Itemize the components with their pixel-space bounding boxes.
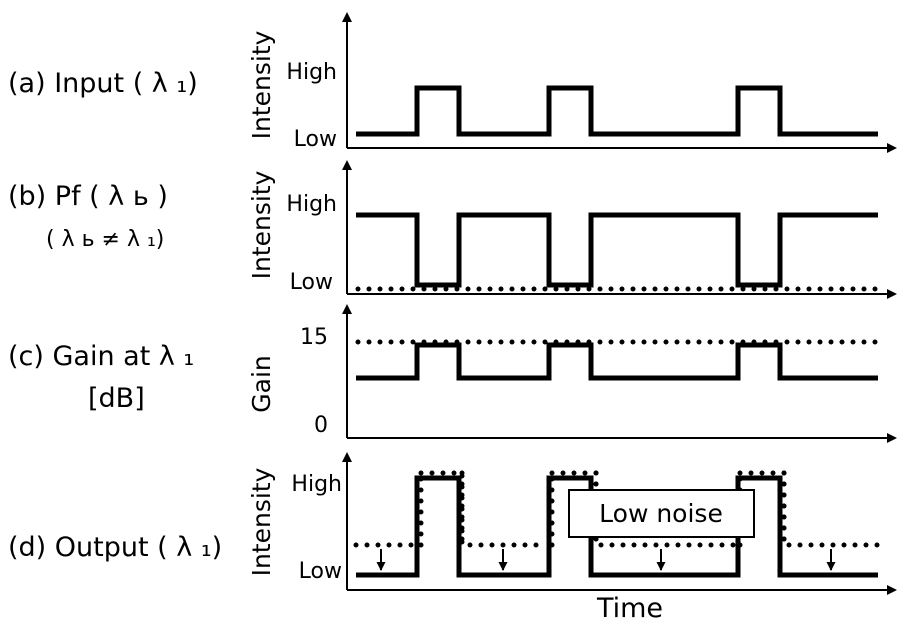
panel-b-tick-low: Low	[290, 270, 333, 295]
panel-d: (d) Output ( λ ₁) Intensity High Low Low…	[8, 452, 897, 624]
panel-a-y-axis-label: Intensity	[247, 30, 276, 139]
panel-b-tick-high: High	[286, 192, 337, 217]
panel-c-tick-low: 0	[314, 413, 328, 438]
panel-c-tick-high: 15	[300, 325, 328, 350]
low-noise-annotation-box	[568, 489, 755, 538]
panel-c: (c) Gain at λ ₁ [dB] Gain 15 0	[8, 304, 897, 443]
panel-a-input-pulse-waveform	[356, 85, 878, 137]
panel-a-tick-low: Low	[294, 127, 337, 152]
panel-d-y-axis-label: Intensity	[247, 467, 276, 576]
panel-d-tick-high: High	[291, 472, 342, 497]
panel-a-label: (a) Input ( λ ₁)	[8, 68, 198, 99]
time-axis-label: Time	[596, 593, 663, 624]
panel-d-label: (d) Output ( λ ₁)	[8, 532, 222, 563]
panel-b-y-axis-label: Intensity	[247, 170, 276, 279]
panel-a-tick-high: High	[286, 60, 337, 85]
panel-a: (a) Input ( λ ₁) Intensity High Low	[8, 12, 897, 153]
panel-c-y-axis-label: Gain	[247, 355, 276, 412]
panel-b-sublabel: ( λ ь ≠ λ ₁)	[46, 227, 164, 252]
panel-d-tick-low: Low	[299, 559, 342, 584]
panel-b-pf-waveform	[356, 212, 878, 288]
panel-c-label: (c) Gain at λ ₁	[8, 341, 194, 372]
panel-b-label: (b) Pf ( λ ь )	[8, 181, 168, 212]
panel-c-gain-waveform	[356, 342, 878, 381]
low-noise-annotation-text: Low noise	[599, 499, 723, 528]
panel-d-output-waveform	[356, 475, 878, 578]
panel-d-dotted-noisy-output	[353, 470, 883, 548]
panel-c-sublabel: [dB]	[88, 383, 145, 414]
panel-b: (b) Pf ( λ ь ) ( λ ь ≠ λ ₁) Intensity Hi…	[8, 160, 897, 299]
